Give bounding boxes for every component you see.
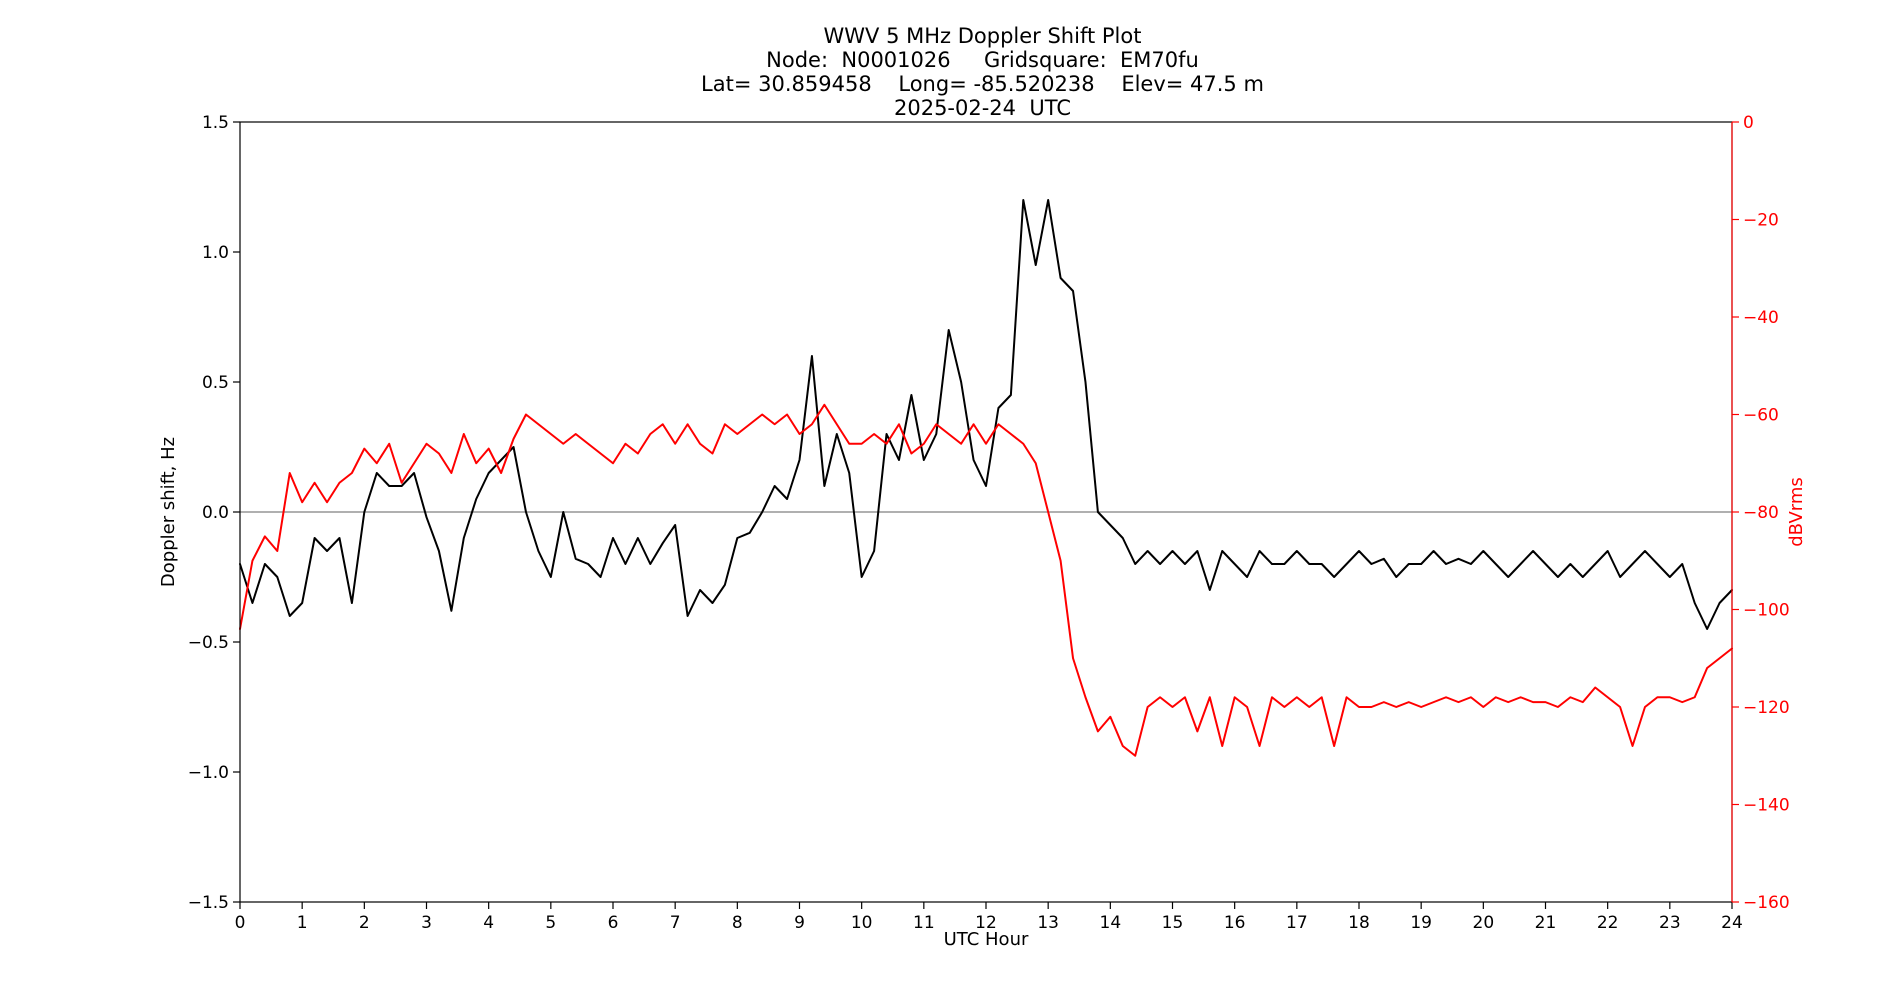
x-tick-label: 15	[1162, 913, 1184, 933]
x-axis-label: UTC Hour	[944, 929, 1029, 950]
x-tick-label: 16	[1224, 913, 1246, 933]
y-right-tick-label: −60	[1743, 406, 1779, 426]
y-right-tick-label: −80	[1743, 503, 1779, 523]
chart-title-line-2: Node: N0001026 Gridsquare: EM70fu	[766, 48, 1199, 72]
x-tick-label: 7	[670, 913, 681, 933]
x-tick-label: 6	[608, 913, 619, 933]
x-tick-label: 9	[794, 913, 805, 933]
y-right-tick-label: 0	[1743, 113, 1754, 133]
y-axis-label-left: Doppler shift, Hz	[158, 437, 179, 587]
x-tick-label: 10	[851, 913, 873, 933]
y-left-tick-label: −0.5	[188, 633, 229, 653]
y-left-tick-label: −1.5	[188, 893, 229, 913]
x-tick-label: 21	[1535, 913, 1557, 933]
x-tick-label: 0	[235, 913, 246, 933]
y-left-tick-label: 1.0	[202, 243, 229, 263]
series-layer	[239, 199, 1733, 757]
x-tick-label: 8	[732, 913, 743, 933]
x-tick-label: 22	[1597, 913, 1619, 933]
y-right-tick-label: −20	[1743, 211, 1779, 231]
x-tick-label: 4	[483, 913, 494, 933]
x-tick-label: 23	[1659, 913, 1681, 933]
y-right-tick-label: −40	[1743, 308, 1779, 328]
chart-title-line-1: WWV 5 MHz Doppler Shift Plot	[823, 24, 1142, 48]
chart-title-line-4: 2025-02-24 UTC	[893, 96, 1072, 120]
y-right-tick-label: −120	[1743, 698, 1790, 718]
x-tick-label: 18	[1348, 913, 1370, 933]
x-tick-label: 3	[421, 913, 432, 933]
x-tick-label: 19	[1410, 913, 1432, 933]
x-tick-label: 5	[545, 913, 556, 933]
x-tick-label: 17	[1286, 913, 1308, 933]
doppler-series-line	[239, 199, 1733, 630]
y-right-tick-label: −140	[1743, 796, 1790, 816]
chart-title-line-3: Lat= 30.859458 Long= -85.520238 Elev= 47…	[701, 72, 1264, 96]
power-series-line	[239, 403, 1733, 757]
x-tick-label: 24	[1721, 913, 1743, 933]
x-tick-label: 13	[1037, 913, 1059, 933]
y-right-tick-label: −100	[1743, 601, 1790, 621]
x-tick-label: 14	[1100, 913, 1122, 933]
x-tick-label: 2	[359, 913, 370, 933]
x-tick-label: 11	[913, 913, 935, 933]
axes-layer: 0 1 2 3 4 5 6 7 8 9 10 11 12 13 14 15 16 17 18 19 20 21 22 23 24…	[188, 113, 1790, 933]
y-left-tick-label: 0.5	[202, 373, 229, 393]
y-axis-label-right: dBVrms	[1786, 477, 1807, 547]
y-left-tick-label: 1.5	[202, 113, 229, 133]
x-tick-label: 1	[297, 913, 308, 933]
x-tick-label: 20	[1473, 913, 1495, 933]
x-tick-label: 12	[975, 913, 997, 933]
y-left-tick-label: 0.0	[202, 503, 229, 523]
y-left-tick-label: −1.0	[188, 763, 229, 783]
y-right-tick-label: −160	[1743, 893, 1790, 913]
